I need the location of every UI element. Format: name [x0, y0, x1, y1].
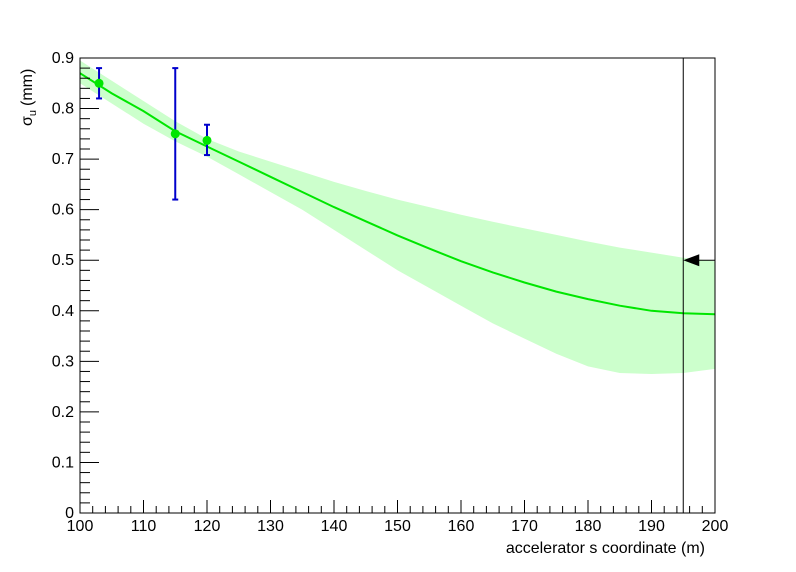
y-axis-label: σu (mm): [19, 69, 39, 126]
data-point-1: [94, 78, 104, 88]
x-tick-label: 170: [511, 518, 538, 535]
y-tick-label: 0.2: [52, 404, 74, 421]
x-tick-label: 160: [448, 518, 475, 535]
y-axis-label-unit: (mm): [19, 69, 36, 106]
y-tick-label: 0.6: [52, 202, 74, 219]
x-tick-label: 110: [131, 518, 157, 535]
y-tick-label: 0.8: [52, 101, 74, 118]
y-tick-label: 0.3: [52, 353, 74, 370]
y-tick-label: 0: [65, 505, 74, 522]
confidence-band: [80, 60, 715, 374]
x-tick-label: 100: [67, 518, 94, 535]
x-tick-label: 180: [575, 518, 602, 535]
tick-label-layer: 100 110 120 130 140 150 160 170 180 190 200 0 0.1 0.2…: [52, 50, 729, 535]
data-point-2: [170, 129, 180, 139]
y-axis-label-subscript: u: [27, 110, 39, 116]
data-point-3: [202, 135, 212, 145]
data-point-layer: [94, 78, 212, 145]
x-tick-label: 140: [321, 518, 348, 535]
marker-line-layer: [682, 58, 715, 513]
x-axis-label: accelerator s coordinate (m): [506, 540, 705, 557]
x-tick-label: 120: [194, 518, 221, 535]
x-tick-label: 200: [702, 518, 729, 535]
confidence-band-layer: [80, 60, 715, 374]
fit-curve: [79, 72, 716, 316]
y-axis-label-symbol: σ: [19, 116, 36, 126]
y-tick-label: 0.5: [52, 252, 74, 269]
fit-curve-layer: [79, 72, 716, 316]
y-tick-label: 0.9: [52, 50, 74, 67]
y-tick-label: 0.1: [52, 454, 74, 471]
x-tick-label: 190: [638, 518, 665, 535]
arrow-head: [683, 254, 700, 267]
tick-layer: [79, 57, 716, 514]
x-tick-label: 150: [384, 518, 411, 535]
x-tick-label: 130: [257, 518, 284, 535]
y-tick-label: 0.4: [52, 303, 74, 320]
y-tick-label: 0.7: [52, 151, 74, 168]
